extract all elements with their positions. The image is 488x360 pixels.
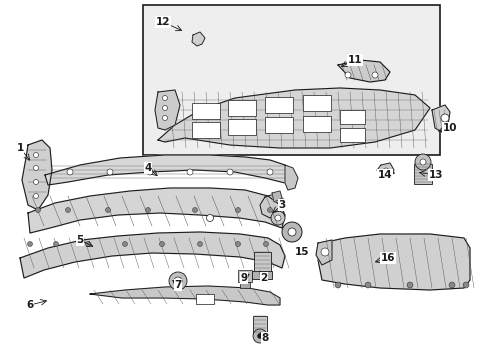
Bar [192,122,220,138]
Circle shape [169,272,186,290]
Circle shape [162,95,167,100]
Polygon shape [285,165,297,190]
Polygon shape [271,191,282,202]
Circle shape [67,169,73,175]
Bar [264,117,292,133]
Circle shape [440,114,448,122]
Polygon shape [317,234,469,290]
Circle shape [145,207,150,212]
Text: 8: 8 [261,333,268,343]
Circle shape [320,248,328,256]
Circle shape [414,154,430,170]
Bar [227,100,256,116]
Circle shape [257,333,262,338]
Circle shape [53,242,59,247]
Circle shape [235,242,240,247]
Circle shape [197,242,202,247]
Circle shape [34,180,39,184]
Circle shape [34,166,39,171]
Bar [227,119,256,135]
Circle shape [462,282,468,288]
Circle shape [448,282,454,288]
Text: 14: 14 [377,170,391,180]
Polygon shape [158,88,429,148]
Circle shape [65,207,70,212]
Bar [252,316,266,334]
Circle shape [174,277,182,285]
Text: 6: 6 [26,300,34,310]
Circle shape [267,207,272,212]
Bar [413,164,431,184]
Polygon shape [22,140,52,210]
Circle shape [34,194,39,198]
Bar [339,110,364,124]
Text: 2: 2 [260,273,267,283]
Bar [303,116,330,132]
Bar [264,97,292,113]
Text: 9: 9 [240,273,247,283]
Text: 12: 12 [156,17,170,27]
Circle shape [235,207,240,212]
Circle shape [34,153,39,158]
Circle shape [147,169,153,175]
Circle shape [162,105,167,111]
Bar [240,282,249,288]
Circle shape [282,222,302,242]
Polygon shape [20,232,285,278]
Polygon shape [431,105,449,132]
Circle shape [364,282,370,288]
Circle shape [85,242,90,247]
Circle shape [252,329,266,343]
Circle shape [334,282,340,288]
Text: 11: 11 [347,55,362,65]
Bar [339,128,364,142]
Text: 4: 4 [144,163,151,173]
Circle shape [345,72,350,78]
Circle shape [107,169,113,175]
Circle shape [263,242,268,247]
Circle shape [287,228,295,236]
Circle shape [186,169,193,175]
Polygon shape [260,193,284,218]
Polygon shape [90,286,280,305]
Polygon shape [155,90,180,130]
Bar [238,270,251,282]
Text: 10: 10 [442,123,456,133]
Bar [251,271,271,279]
Circle shape [36,207,41,212]
Circle shape [206,215,213,221]
Circle shape [371,72,377,78]
Polygon shape [337,60,389,82]
Circle shape [419,159,425,165]
Bar [192,103,220,119]
Polygon shape [45,155,289,185]
Circle shape [122,242,127,247]
Polygon shape [315,240,331,265]
Circle shape [105,207,110,212]
Text: 1: 1 [16,143,23,153]
Text: 3: 3 [278,200,285,210]
Bar [196,294,214,304]
Polygon shape [376,163,393,177]
Bar [303,95,330,111]
Circle shape [27,242,32,247]
Circle shape [162,116,167,121]
Circle shape [266,169,272,175]
Text: 7: 7 [174,280,182,290]
Circle shape [270,211,285,225]
Circle shape [274,215,281,221]
Text: 13: 13 [428,170,442,180]
Circle shape [159,242,164,247]
Bar [142,5,439,155]
Text: 5: 5 [76,235,83,245]
Circle shape [192,207,197,212]
Bar [253,252,270,272]
Polygon shape [28,188,285,233]
Circle shape [226,169,232,175]
Text: 15: 15 [294,247,308,257]
Text: 16: 16 [380,253,394,263]
Circle shape [382,168,388,174]
Circle shape [406,282,412,288]
Polygon shape [192,32,204,46]
